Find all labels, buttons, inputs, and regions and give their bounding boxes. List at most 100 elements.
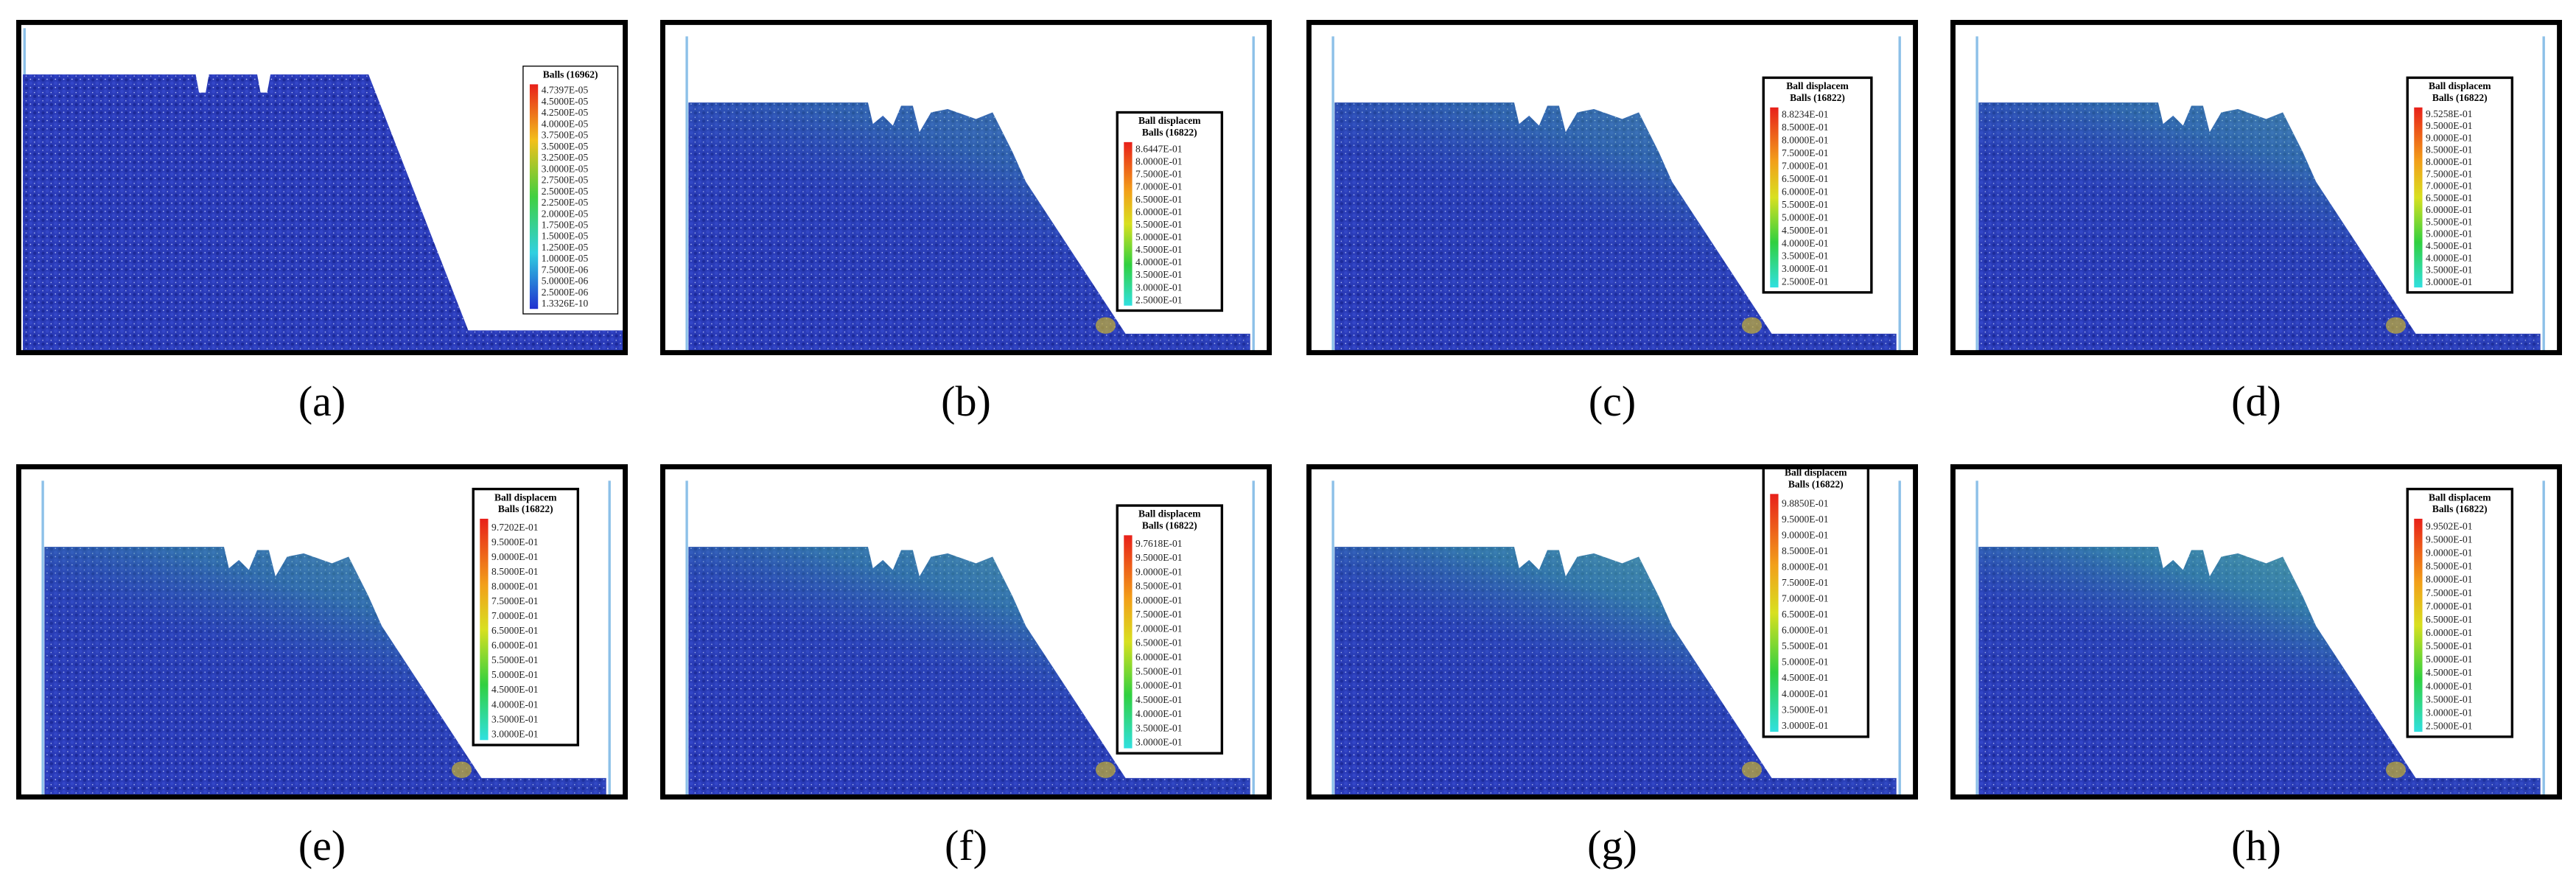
panel-frame <box>1309 466 1915 797</box>
legend-value: 6.5000E-01 <box>1135 637 1182 648</box>
legend-box <box>1762 464 1870 738</box>
legend-value: 6.5000E-01 <box>2426 614 2472 625</box>
legend-value: 7.0000E-01 <box>1782 593 1828 604</box>
legend-value: 7.5000E-01 <box>1135 169 1182 180</box>
displacement-zone <box>1978 547 2541 800</box>
legend-value: 6.0000E-01 <box>1782 625 1828 636</box>
legend-value: 4.0000E-01 <box>2426 680 2472 691</box>
displacement-zone <box>44 547 606 800</box>
legend-value: 3.5000E-01 <box>1135 269 1182 280</box>
legend-box <box>1116 504 1224 755</box>
legend-value: 9.5000E-01 <box>1135 552 1182 563</box>
legend-value: 6.0000E-01 <box>491 640 538 651</box>
legend-value: 8.5000E-01 <box>1782 545 1828 556</box>
legend-value: 3.5000E-01 <box>1782 251 1828 262</box>
legend-value: 7.0000E-01 <box>1135 181 1182 192</box>
legend-value: 9.0000E-01 <box>491 551 538 562</box>
legend-value: 9.9502E-01 <box>2426 520 2472 531</box>
legend-box <box>1762 76 1873 294</box>
legend-box <box>522 66 619 315</box>
granular-slope <box>23 74 628 355</box>
legend-title: Ball displacem <box>2429 492 2491 503</box>
legend-title: Balls (16822) <box>1142 127 1197 138</box>
legend-value: 6.5000E-01 <box>1782 173 1828 184</box>
legend-value: 3.7500E-05 <box>542 130 589 141</box>
legend-box <box>2406 76 2514 294</box>
legend-value: 6.5000E-01 <box>1135 194 1182 205</box>
legend-value: 7.5000E-06 <box>542 265 589 276</box>
legend-title: Balls (16962) <box>543 69 598 80</box>
legend-value: 5.5000E-01 <box>491 654 538 665</box>
legend-value: 3.5000E-01 <box>1135 722 1182 733</box>
toe-deformation <box>1741 761 1762 778</box>
legend-title: Balls (16822) <box>1788 478 1844 489</box>
legend-value: 5.0000E-01 <box>491 669 538 680</box>
legend-value: 9.0000E-01 <box>1782 530 1828 541</box>
legend-value: 7.0000E-01 <box>491 610 538 621</box>
legend-value: 8.5000E-01 <box>2426 561 2472 572</box>
legend-value: 8.0000E-01 <box>1782 135 1828 146</box>
panel-label: (c) <box>1589 377 1636 425</box>
legend-title: Balls (16822) <box>2432 503 2488 514</box>
legend-title: Balls (16822) <box>1142 520 1197 531</box>
legend-value: 3.0000E-01 <box>1135 737 1182 748</box>
toe-deformation <box>2385 317 2406 334</box>
legend-value: 4.0000E-01 <box>1782 237 1828 248</box>
legend-value: 8.0000E-01 <box>1135 156 1182 167</box>
displacement-zone <box>1978 102 2541 355</box>
legend-value: 7.0000E-01 <box>1782 161 1828 172</box>
legend-value: 5.0000E-01 <box>2426 228 2472 239</box>
legend-value: 2.5000E-01 <box>2426 721 2472 732</box>
legend-value: 4.5000E-05 <box>542 96 589 107</box>
legend-value: 6.0000E-01 <box>2426 204 2472 215</box>
legend-title: Balls (16822) <box>1790 92 1845 103</box>
legend-value: 1.0000E-05 <box>542 253 589 264</box>
legend-title: Ball displacem <box>494 492 557 503</box>
legend-value: 9.5000E-01 <box>491 536 538 548</box>
panel-label: (b) <box>941 377 991 425</box>
legend-value: 6.0000E-01 <box>2426 627 2472 638</box>
displacement-zone <box>1334 102 1897 355</box>
colorbar <box>1124 535 1133 749</box>
legend-value: 4.0000E-01 <box>491 699 538 710</box>
legend-box <box>472 487 580 746</box>
legend-value: 4.5000E-01 <box>1782 672 1828 683</box>
panel: Balls (16962) 4.7397E-054.5000E-054.2500E… <box>16 20 628 355</box>
legend-value: 3.2500E-05 <box>542 152 589 163</box>
panel-label: (h) <box>2231 822 2281 870</box>
legend-value: 6.5000E-01 <box>491 625 538 636</box>
legend-value: 7.5000E-01 <box>2426 168 2472 179</box>
legend-value: 2.0000E-05 <box>542 208 589 219</box>
legend-value: 8.0000E-01 <box>491 581 538 592</box>
colorbar <box>529 84 539 309</box>
legend-value: 8.0000E-01 <box>2426 156 2472 167</box>
legend-value: 7.5000E-01 <box>491 595 538 606</box>
legend-value: 6.0000E-01 <box>1135 206 1182 217</box>
legend-value: 3.0000E-01 <box>1135 281 1182 293</box>
legend-value: 9.5000E-01 <box>2426 120 2472 131</box>
panel-frame <box>18 466 625 797</box>
legend-value: 7.5000E-01 <box>1782 147 1828 158</box>
legend-value: 3.0000E-01 <box>1782 263 1828 274</box>
legend-value: 9.0000E-01 <box>2426 548 2472 559</box>
legend-value: 7.5000E-01 <box>1135 609 1182 620</box>
colorbar <box>1770 107 1779 288</box>
legend-title: Ball displacem <box>1138 508 1201 520</box>
legend-value: 1.2500E-05 <box>542 242 589 253</box>
legend-value: 5.0000E-06 <box>542 276 589 287</box>
legend-value: 6.0000E-01 <box>1782 186 1828 197</box>
legend-value: 9.0000E-01 <box>2426 132 2472 143</box>
legend-value: 3.0000E-01 <box>491 728 538 739</box>
legend-value: 9.5258E-01 <box>2426 108 2472 119</box>
toe-deformation <box>1741 317 1762 334</box>
panel-frame <box>1953 466 2559 797</box>
legend-value: 3.5000E-01 <box>2426 693 2472 704</box>
legend-value: 3.0000E-05 <box>542 163 589 174</box>
legend-value: 9.0000E-01 <box>1135 566 1182 577</box>
legend-value: 9.5000E-01 <box>1782 514 1828 525</box>
legend-value: 8.5000E-01 <box>2426 144 2472 155</box>
